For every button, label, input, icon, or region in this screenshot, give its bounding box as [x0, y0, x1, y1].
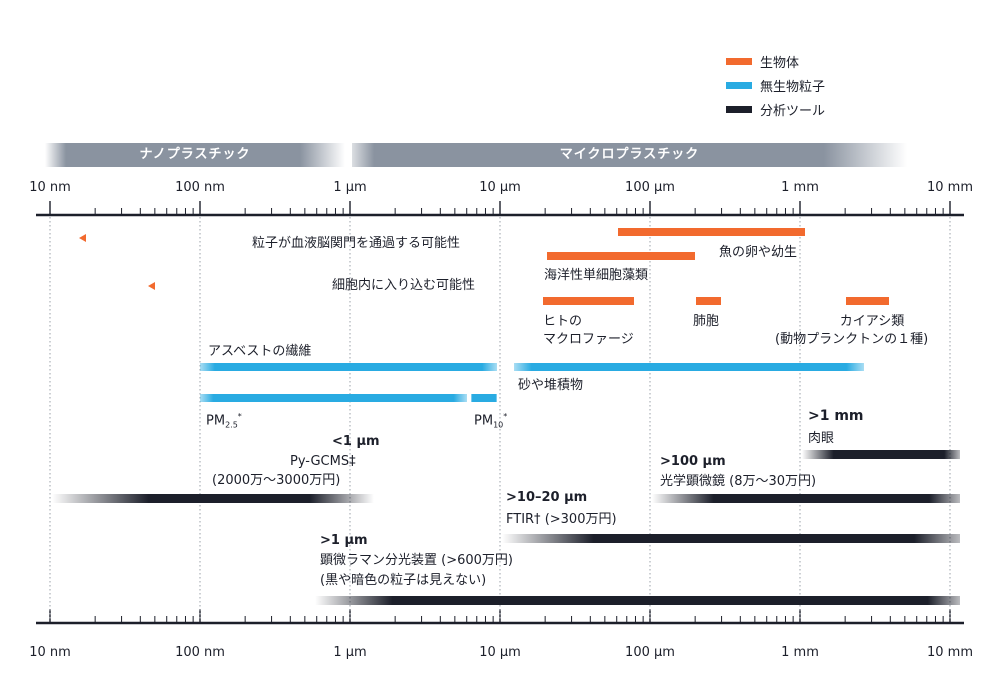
- legend-organism: 生物体: [726, 51, 799, 71]
- fish-label: 魚の卵や幼生: [719, 245, 798, 260]
- legend-nonliving: 無生物粒子: [726, 75, 825, 95]
- tick-label: 100 nm: [175, 180, 225, 195]
- micro-band-label: マイクロプラスチック: [559, 147, 700, 162]
- pygcms-price: (2000万～3000万円): [212, 473, 341, 488]
- alveoli-label: 肺胞: [693, 314, 720, 329]
- macrophage-bar: [543, 297, 634, 305]
- pm25-star: *: [237, 412, 242, 421]
- tick-label: 10 nm: [29, 645, 71, 660]
- legend-swatch-orange: [726, 57, 752, 65]
- tick-label: 100 µm: [625, 645, 675, 660]
- macrophage-label-1: ヒトの: [543, 314, 583, 329]
- pm10-star: *: [503, 412, 508, 421]
- tick-label: 10 µm: [479, 645, 521, 660]
- legend-tools: 分析ツール: [726, 99, 825, 119]
- nano-band-label: ナノプラスチック: [139, 147, 251, 162]
- pm10-text: PM: [474, 413, 494, 429]
- algae-bar: [547, 252, 695, 260]
- legend-label: 生物体: [760, 55, 800, 71]
- pm25-subscript: 2.5: [225, 420, 238, 430]
- nano-band: [45, 143, 345, 167]
- bbb-arrow-icon: [79, 234, 86, 242]
- pygcms-label: Py-GCMS‡: [290, 454, 356, 469]
- tick-label: 10 mm: [926, 180, 974, 195]
- copepod-bar: [846, 297, 889, 305]
- sand-label: 砂や堆積物: [518, 378, 584, 393]
- tick-label: 1 µm: [333, 180, 367, 195]
- legend-label: 分析ツール: [760, 103, 826, 119]
- decade-gridlines: [49, 217, 951, 621]
- micro-band: [352, 143, 907, 167]
- tick-label: 10 µm: [479, 180, 521, 195]
- bbb-label: 粒子が血液脳関門を通過する可能性: [252, 236, 461, 251]
- cell-label: 細胞内に入り込む可能性: [332, 278, 476, 293]
- asbestos-label: アスベストの繊維: [208, 344, 312, 359]
- raman-label: 顕微ラマン分光装置 (>600万円): [320, 553, 513, 568]
- tick-label: 10 nm: [29, 180, 71, 195]
- copepod-label-2: (動物プランクトンの１種): [775, 332, 929, 347]
- tick-label: 100 nm: [175, 645, 225, 660]
- pygcms-bar: [52, 494, 374, 503]
- legend-swatch-blue: [726, 81, 752, 89]
- ftir-bar: [502, 534, 960, 543]
- naked-eye-size: >1 mm: [808, 408, 864, 424]
- pm10-label: PM10*: [474, 408, 507, 433]
- ftir-size: >10–20 µm: [506, 490, 588, 505]
- naked-eye-label: 肉眼: [808, 431, 835, 446]
- raman-bar: [315, 596, 960, 605]
- pygcms-size: <1 µm: [332, 434, 380, 449]
- sand-bar: [514, 363, 864, 371]
- raman-note: (黒や暗色の粒子は見えない): [320, 573, 487, 588]
- optical-size: >100 µm: [660, 454, 726, 469]
- pm25-text: PM: [206, 413, 226, 429]
- fish-egg-bar: [618, 228, 805, 236]
- pm10-subscript: 10: [493, 420, 504, 430]
- ftir-label: FTIR† (>300万円): [506, 512, 617, 527]
- tick-label: 1 mm: [781, 180, 819, 195]
- tick-label: 100 µm: [625, 180, 675, 195]
- tick-label: 1 mm: [781, 645, 819, 660]
- asbestos-bar: [200, 363, 497, 371]
- legend-label: 無生物粒子: [760, 79, 826, 95]
- optical-label: 光学顕微鏡 (8万～30万円): [660, 474, 817, 489]
- copepod-label-1: カイアシ類: [839, 314, 905, 329]
- alveoli-bar: [696, 297, 721, 305]
- pm10-bar: [471, 394, 497, 402]
- legend-swatch-dark: [726, 105, 752, 113]
- raman-size: >1 µm: [320, 533, 368, 548]
- macrophage-label-2: マクロファージ: [543, 332, 634, 347]
- tick-label: 10 mm: [926, 645, 974, 660]
- optical-microscope-bar: [652, 494, 960, 503]
- pm25-bar: [200, 394, 467, 402]
- cell-arrow-icon: [148, 282, 155, 290]
- naked-eye-bar: [802, 450, 960, 459]
- algae-label: 海洋性単細胞藻類: [544, 268, 649, 283]
- axis-ticks: [49, 201, 951, 623]
- pm25-label: PM2.5*: [206, 408, 242, 433]
- tick-label: 1 µm: [333, 645, 367, 660]
